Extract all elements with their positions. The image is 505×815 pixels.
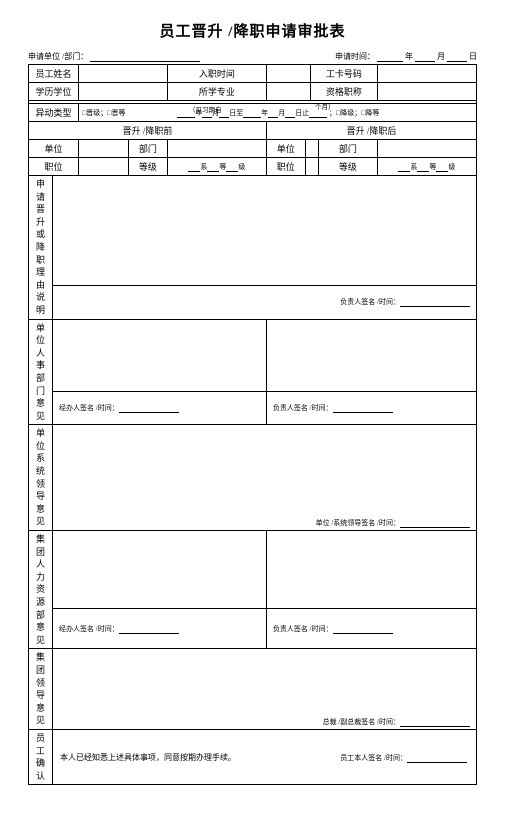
before-header: 晋升 /降职前 bbox=[29, 122, 267, 140]
resp-sign-label2: 负责人签名 /时间： bbox=[273, 404, 333, 412]
handler-sign-label2: 经办人签名 /时间： bbox=[59, 625, 119, 633]
confirm-cell[interactable]: 本人已经知悉上述具体事项，同意按期办理手续。 员工本人签名 /时间： bbox=[53, 729, 477, 784]
name-label: 员工姓名 bbox=[29, 65, 79, 83]
opt-demote: ；□降级；□降等 bbox=[329, 109, 379, 117]
hr-unit-label: 单位人事部门意见 bbox=[29, 319, 53, 425]
ceo-sign-label: 总裁 /副总裁签名 /时间： bbox=[323, 718, 400, 726]
before-dept-label: 部门 bbox=[129, 140, 168, 158]
before-unit-value[interactable] bbox=[79, 140, 129, 158]
apply-unit-label: 申请单位 /部门： bbox=[28, 52, 88, 61]
group-leader-label: 集团领导意见 bbox=[29, 649, 53, 730]
major-value[interactable] bbox=[266, 83, 310, 101]
after-grade-value[interactable]: 系等级 bbox=[377, 158, 476, 176]
after-unit-label: 单位 bbox=[266, 140, 305, 158]
group-leader-value[interactable]: 总裁 /副总裁签名 /时间： bbox=[53, 649, 477, 730]
after-dept-label: 部门 bbox=[319, 140, 377, 158]
apply-time-label: 申请时间： bbox=[335, 52, 375, 61]
confirm-label: 员工确认 bbox=[29, 729, 53, 784]
reason-label: 申请晋升或降职理由说明 bbox=[29, 176, 53, 320]
group-handler-sig[interactable]: 经办人签名 /时间： bbox=[53, 609, 267, 649]
apply-unit-value[interactable] bbox=[90, 52, 200, 62]
day-label: 日 bbox=[469, 52, 477, 61]
name-value[interactable] bbox=[79, 65, 168, 83]
handler-sign-label: 经办人签名 /时间： bbox=[59, 404, 119, 412]
type-label: 异动类型 bbox=[29, 104, 79, 122]
month-label: 月 bbox=[437, 52, 445, 61]
opt-promote: □晋级；□晋等 bbox=[82, 109, 125, 117]
probation-hint: （见习期自 bbox=[189, 104, 222, 114]
form-title: 员工晋升 /降职申请审批表 bbox=[28, 20, 477, 41]
after-unit-value[interactable] bbox=[305, 140, 319, 158]
group-resp-sig[interactable]: 负责人签名 /时间： bbox=[266, 609, 476, 649]
after-grade-label: 等级 bbox=[319, 158, 377, 176]
entry-value[interactable] bbox=[266, 65, 310, 83]
after-header: 晋升 /降职后 bbox=[266, 122, 476, 140]
after-dept-value[interactable] bbox=[377, 140, 476, 158]
header-line: 申请单位 /部门： 申请时间： 年 月 日 bbox=[28, 51, 477, 62]
reason-sig[interactable]: 负责人签名 /时间： bbox=[53, 286, 477, 320]
resp-sign-label3: 负责人签名 /时间： bbox=[273, 625, 333, 633]
group-hr-right[interactable] bbox=[266, 531, 476, 609]
edu-value[interactable] bbox=[79, 83, 168, 101]
day-input[interactable] bbox=[447, 52, 467, 62]
apply-time: 申请时间： 年 月 日 bbox=[335, 51, 477, 62]
emp-sign-label: 员工本人签名 /时间： bbox=[340, 754, 407, 762]
card-value[interactable] bbox=[377, 65, 476, 83]
after-pos-value[interactable] bbox=[305, 158, 319, 176]
confirm-text: 本人已经知悉上述具体事项，同意按期办理手续。 bbox=[56, 752, 240, 763]
year-input[interactable] bbox=[377, 52, 403, 62]
group-hr-label: 集团人力资源部意见 bbox=[29, 531, 53, 649]
before-unit-label: 单位 bbox=[29, 140, 79, 158]
edu-label: 学历学位 bbox=[29, 83, 79, 101]
sys-sign-label: 单位 /系统领导签名 /时间： bbox=[316, 519, 400, 527]
resp-sign-label: 负责人签名 /时间： bbox=[340, 298, 400, 306]
qual-label: 资格职称 bbox=[311, 83, 378, 101]
before-dept-value[interactable] bbox=[167, 140, 266, 158]
sys-leader-label: 单位系统领导意见 bbox=[29, 425, 53, 531]
before-grade-value[interactable]: 系等级 bbox=[167, 158, 266, 176]
year-label: 年 bbox=[405, 52, 413, 61]
month-input[interactable] bbox=[415, 52, 435, 62]
before-pos-value[interactable] bbox=[79, 158, 129, 176]
group-hr-left[interactable] bbox=[53, 531, 267, 609]
entry-label: 入职时间 bbox=[167, 65, 266, 83]
form-table: 员工姓名 入职时间 工卡号码 学历学位 所学专业 资格职称 异动类型 （见习期自… bbox=[28, 64, 477, 785]
major-label: 所学专业 bbox=[167, 83, 266, 101]
before-grade-label: 等级 bbox=[129, 158, 168, 176]
hr-handler-sig[interactable]: 经办人签名 /时间： bbox=[53, 391, 267, 425]
before-pos-label: 职位 bbox=[29, 158, 79, 176]
after-pos-label: 职位 bbox=[266, 158, 305, 176]
months-hint: 个月） bbox=[315, 101, 335, 111]
card-label: 工卡号码 bbox=[311, 65, 378, 83]
apply-unit: 申请单位 /部门： bbox=[28, 51, 200, 62]
hr-unit-left[interactable] bbox=[53, 319, 267, 391]
hr-resp-sig[interactable]: 负责人签名 /时间： bbox=[266, 391, 476, 425]
reason-value[interactable] bbox=[53, 176, 477, 286]
sys-leader-value[interactable]: 单位 /系统领导签名 /时间： bbox=[53, 425, 477, 531]
hr-unit-right[interactable] bbox=[266, 319, 476, 391]
type-value[interactable]: （见习期自 □晋级；□晋等 年月日至年月日止 个月） ；□降级；□降等 bbox=[79, 104, 477, 122]
qual-value[interactable] bbox=[377, 83, 476, 101]
